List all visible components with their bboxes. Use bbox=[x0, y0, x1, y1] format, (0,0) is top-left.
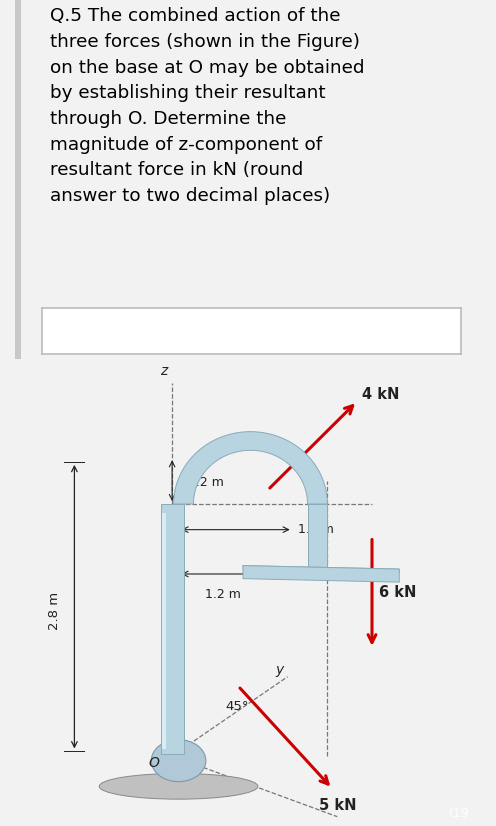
Text: (19: (19 bbox=[448, 807, 469, 820]
Polygon shape bbox=[161, 504, 184, 753]
Text: 5 kN: 5 kN bbox=[318, 798, 356, 813]
Polygon shape bbox=[243, 566, 399, 582]
Text: Q.5 The combined action of the
three forces (shown in the Figure)
on the base at: Q.5 The combined action of the three for… bbox=[50, 7, 364, 205]
Text: 1.2 m: 1.2 m bbox=[188, 477, 224, 490]
Text: 6 kN: 6 kN bbox=[379, 585, 417, 601]
Text: z: z bbox=[160, 364, 167, 378]
Text: 2.8 m: 2.8 m bbox=[48, 592, 61, 630]
Polygon shape bbox=[174, 432, 327, 504]
Polygon shape bbox=[308, 504, 327, 579]
Ellipse shape bbox=[99, 773, 258, 800]
Ellipse shape bbox=[151, 739, 206, 781]
Bar bbox=[15, 0, 21, 359]
Text: y: y bbox=[275, 662, 284, 676]
Polygon shape bbox=[243, 566, 399, 573]
Text: 1.2 m: 1.2 m bbox=[205, 588, 241, 601]
Text: 1.2 m: 1.2 m bbox=[298, 523, 333, 536]
Text: 45°: 45° bbox=[226, 700, 249, 714]
Text: −x: −x bbox=[332, 824, 352, 826]
Text: 4 kN: 4 kN bbox=[362, 387, 399, 401]
Text: O: O bbox=[148, 756, 159, 770]
Polygon shape bbox=[162, 513, 166, 749]
